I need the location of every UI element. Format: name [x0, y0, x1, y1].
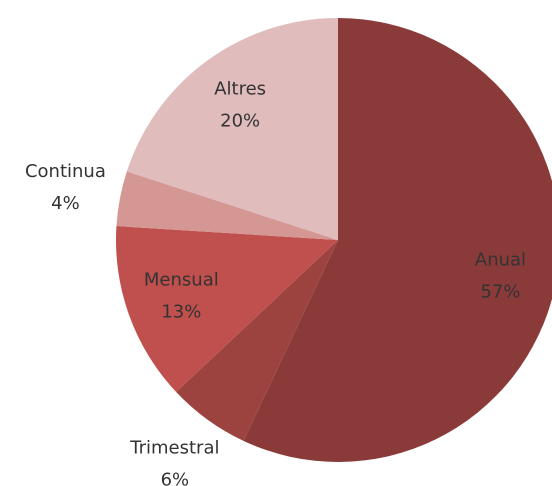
pie-slice — [126, 18, 339, 240]
slice-value-label: 20% — [220, 110, 260, 131]
slice-label: Anual — [475, 249, 526, 270]
slice-label: Continua — [25, 161, 106, 182]
slice-label: Altres — [214, 78, 266, 99]
pie-slice — [243, 18, 552, 462]
pie-slice — [116, 171, 338, 240]
pie-slice — [116, 226, 338, 392]
slice-value-label: 6% — [161, 470, 190, 486]
slice-value-label: 4% — [51, 193, 80, 214]
pie-slice — [176, 240, 338, 441]
slice-value-label: 13% — [161, 301, 201, 322]
slice-label: Trimestral — [129, 438, 219, 459]
slice-label: Mensual — [144, 269, 219, 290]
slice-value-label: 57% — [480, 281, 520, 302]
